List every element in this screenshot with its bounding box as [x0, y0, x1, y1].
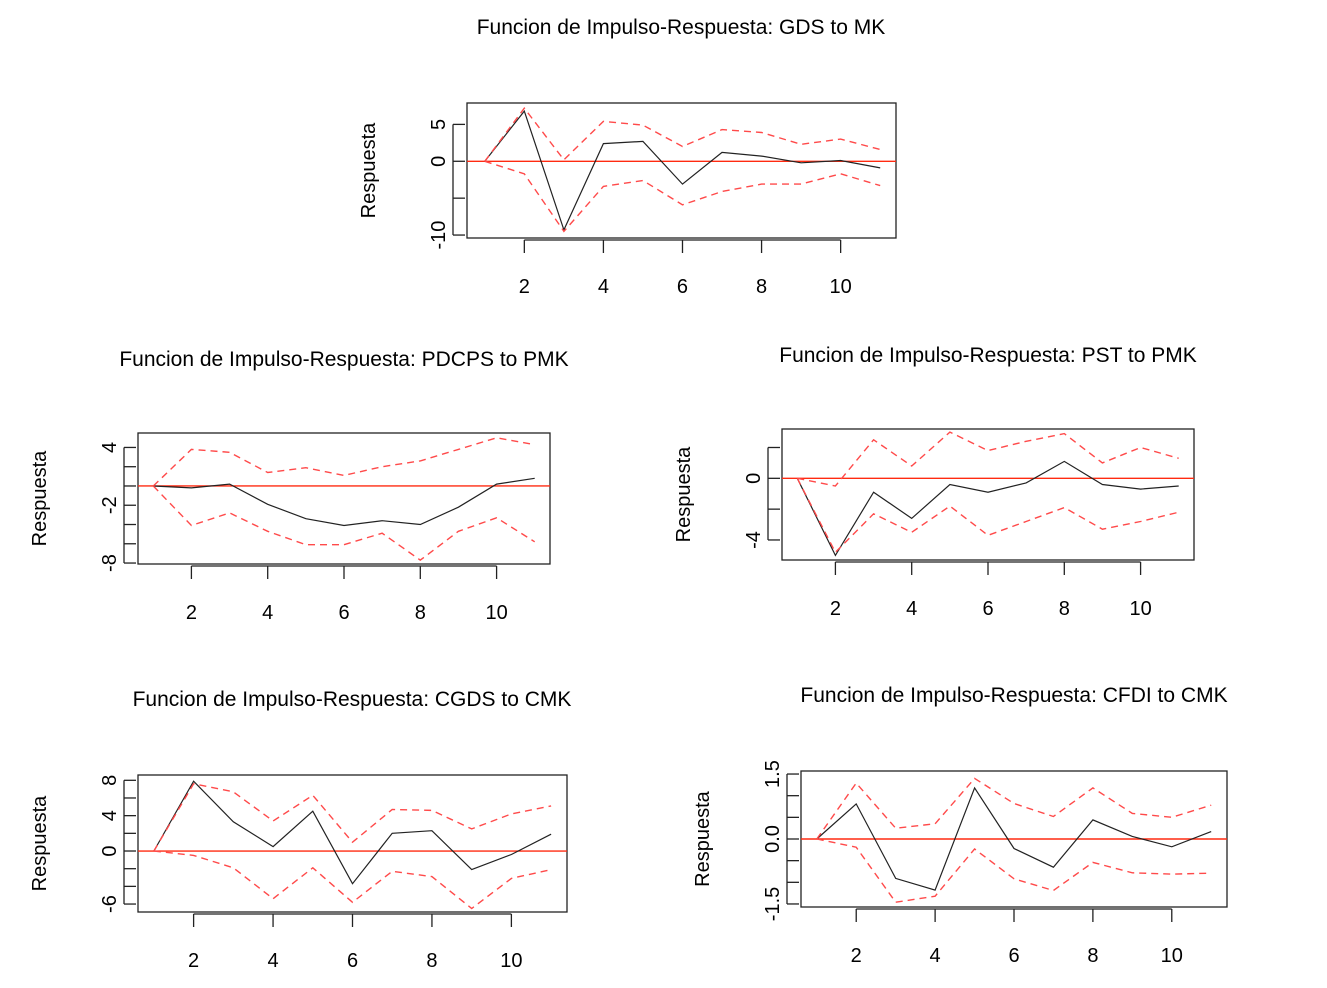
upper-ci-band [797, 431, 1179, 487]
y-axis-label: Respuesta [29, 795, 51, 891]
plot-frame [137, 774, 568, 913]
x-tick-label: 2 [851, 945, 862, 967]
y-axis-label: Respuesta [358, 122, 380, 218]
upper-ci-band [816, 777, 1212, 840]
y-tick-label: -4 [743, 531, 765, 549]
y-tick-label: 0 [428, 156, 450, 167]
chart-title: Funcion de Impulso-Respuesta: CFDI to CM… [800, 684, 1227, 707]
y-tick-label: 1.5 [762, 760, 784, 788]
y-tick-label: 5 [428, 119, 450, 130]
y-tick-label: 4 [99, 810, 121, 821]
x-tick-label: 2 [830, 598, 841, 620]
panel-pst-to-pmk: Funcion de Impulso-Respuesta: PST to PMK… [673, 344, 1197, 620]
x-tick-label: 4 [906, 598, 917, 620]
x-tick-label: 2 [186, 602, 197, 624]
lower-ci-band [484, 160, 881, 233]
y-axis-label: Respuesta [29, 450, 51, 546]
irf-response-line [796, 460, 1179, 557]
plot-frame [137, 432, 551, 565]
plot-frame [781, 428, 1195, 561]
x-tick-label: 10 [1129, 598, 1151, 620]
y-axis-label: Respuesta [673, 446, 695, 542]
x-tick-label: 6 [1008, 945, 1019, 967]
y-axis-label: Respuesta [692, 790, 714, 886]
x-tick-label: 10 [1161, 945, 1183, 967]
lower-ci-band [152, 485, 536, 561]
irf-response-line [484, 109, 881, 232]
y-tick-label: 0 [99, 845, 121, 856]
x-tick-label: 8 [415, 602, 426, 624]
x-tick-label: 4 [262, 602, 273, 624]
y-tick-label: -2 [99, 496, 121, 514]
panel-cgds-to-cmk: Funcion de Impulso-Respuesta: CGDS to CM… [29, 688, 571, 972]
x-tick-label: 10 [485, 602, 507, 624]
lower-ci-band [153, 850, 552, 910]
x-tick-label: 6 [347, 950, 358, 972]
chart-title: Funcion de Impulso-Respuesta: PST to PMK [779, 344, 1196, 367]
x-tick-label: 4 [267, 950, 278, 972]
irf-response-line [153, 780, 552, 885]
x-tick-label: 8 [1087, 945, 1098, 967]
x-tick-label: 8 [426, 950, 437, 972]
y-tick-label: -1.5 [762, 887, 784, 921]
chart-title: Funcion de Impulso-Respuesta: CGDS to CM… [133, 688, 572, 711]
upper-ci-band [484, 107, 881, 162]
upper-ci-band [152, 437, 535, 487]
panel-gds-to-mk: Funcion de Impulso-Respuesta: GDS to MK R… [358, 16, 897, 298]
x-tick-label: 6 [982, 598, 993, 620]
x-tick-label: 4 [598, 276, 609, 298]
x-tick-label: 2 [188, 950, 199, 972]
upper-ci-band [153, 783, 552, 852]
panel-cfdi-to-cmk: Funcion de Impulso-Respuesta: CFDI to CM… [692, 684, 1228, 967]
chart-title: Funcion de Impulso-Respuesta: PDCPS to P… [119, 348, 568, 371]
x-tick-label: 6 [677, 276, 688, 298]
irf-response-line [816, 786, 1212, 891]
x-tick-label: 8 [756, 276, 767, 298]
y-tick-label: 4 [99, 442, 121, 453]
y-tick-label: -10 [428, 221, 450, 250]
x-tick-label: 6 [338, 602, 349, 624]
y-tick-label: 8 [99, 775, 121, 786]
y-tick-label: -6 [99, 895, 121, 913]
y-tick-label: -8 [99, 554, 121, 572]
x-tick-label: 2 [519, 276, 530, 298]
chart-title: Funcion de Impulso-Respuesta: GDS to MK [477, 16, 886, 39]
y-tick-label: 0 [743, 473, 765, 484]
panel-pdcps-to-pmk: Funcion de Impulso-Respuesta: PDCPS to P… [29, 348, 569, 624]
lower-ci-band [816, 838, 1212, 903]
y-tick-label: 0.0 [762, 825, 784, 853]
x-tick-label: 4 [930, 945, 941, 967]
x-tick-label: 8 [1059, 598, 1070, 620]
lower-ci-band [796, 477, 1179, 554]
x-tick-label: 10 [830, 276, 852, 298]
x-tick-label: 10 [500, 950, 522, 972]
plot-frame [466, 102, 897, 239]
irf-response-line [153, 477, 535, 527]
